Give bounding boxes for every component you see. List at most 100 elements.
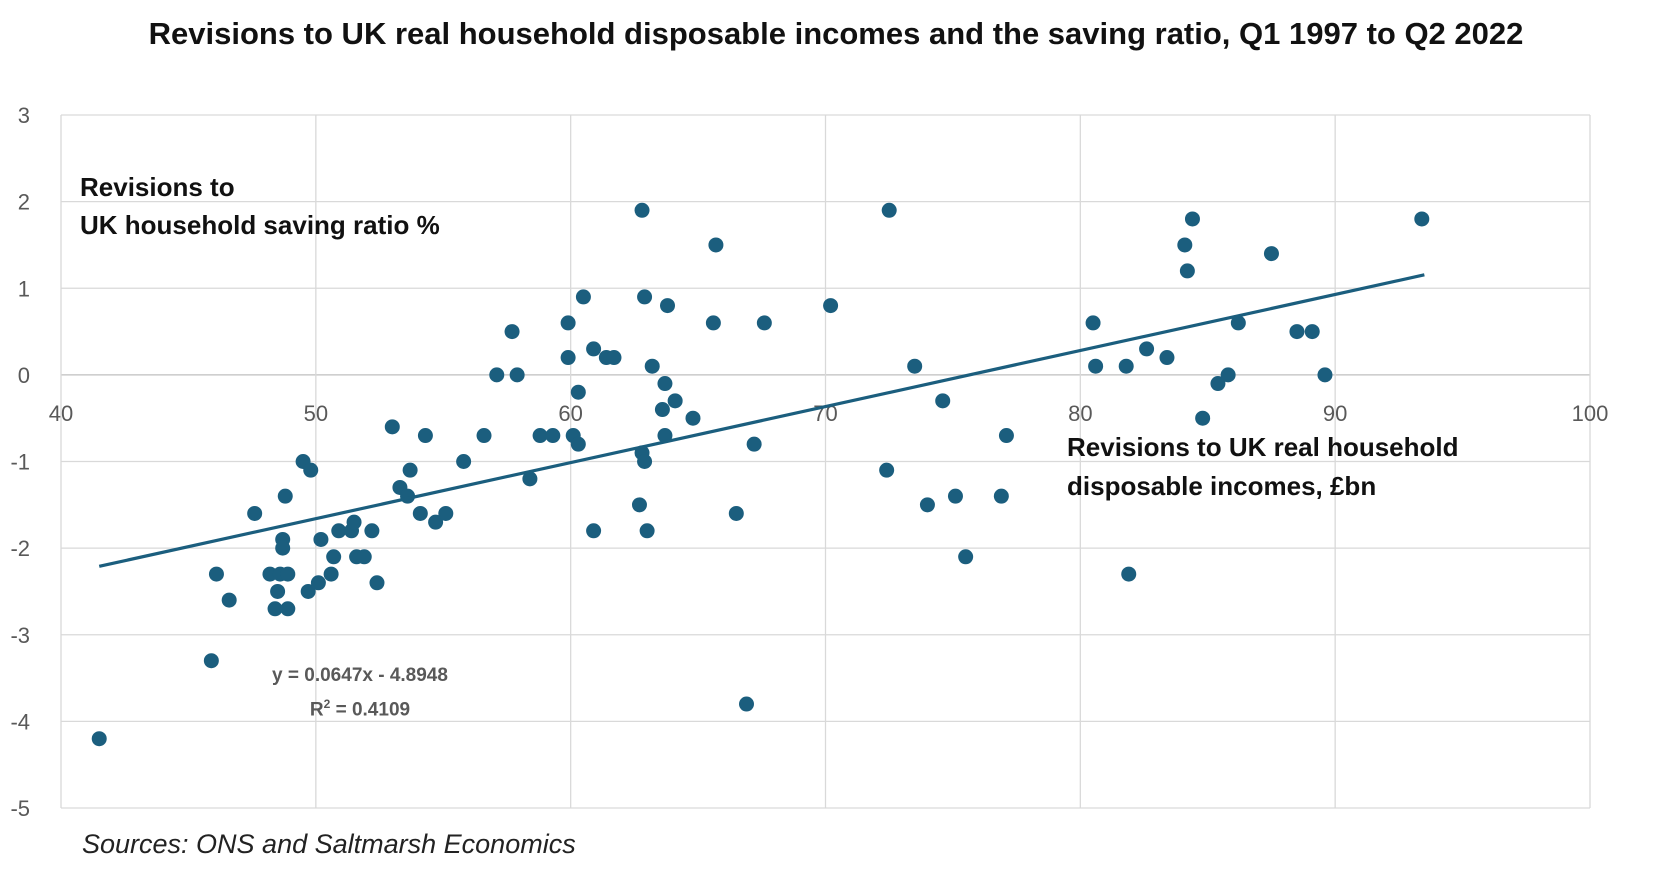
scatter-point: [907, 358, 923, 374]
scatter-point: [1195, 410, 1211, 426]
scatter-point: [438, 505, 454, 521]
scatter-point: [560, 350, 576, 366]
scatter-point: [356, 549, 372, 565]
scatter-point: [756, 315, 772, 331]
scatter-point: [412, 505, 428, 521]
scatter-point: [823, 298, 839, 314]
scatter-point: [280, 566, 296, 582]
y-tick-label: -3: [10, 623, 30, 648]
scatter-point: [708, 237, 724, 253]
scatter-point: [881, 202, 897, 218]
scatter-point: [1414, 211, 1430, 227]
scatter-point: [637, 289, 653, 305]
r2-value: = 0.4109: [330, 699, 411, 721]
scatter-point: [1159, 350, 1175, 366]
scatter-point: [456, 454, 472, 469]
scatter-point: [277, 488, 293, 504]
x-tick-label: 60: [558, 401, 582, 426]
scatter-point: [313, 531, 329, 547]
y-tick-label: 3: [18, 103, 30, 128]
y-tick-label: 0: [18, 363, 30, 388]
scatter-point: [667, 393, 683, 409]
scatter-point: [384, 419, 400, 435]
scatter-point: [300, 583, 316, 599]
scatter-point: [91, 731, 107, 747]
scatter-point: [545, 428, 561, 444]
scatter-point: [221, 592, 237, 608]
scatter-point: [1317, 367, 1333, 383]
scatter-point: [1230, 315, 1246, 331]
scatter-point: [935, 393, 951, 409]
scatter-point: [303, 462, 319, 478]
scatter-point: [1289, 324, 1305, 340]
scatter-point: [275, 540, 291, 556]
scatter-point: [267, 601, 283, 617]
scatter-point: [1220, 367, 1236, 383]
scatter-point: [739, 696, 755, 712]
scatter-point: [993, 488, 1009, 504]
scatter-point: [705, 315, 721, 331]
scatter-point: [879, 462, 895, 478]
x-tick-label: 40: [49, 401, 73, 426]
data-points: [91, 202, 1430, 747]
scatter-point: [369, 575, 385, 591]
scatter-point: [1088, 358, 1104, 374]
scatter-point: [1263, 246, 1279, 262]
x-tick-label: 50: [304, 401, 328, 426]
scatter-point: [1085, 315, 1101, 331]
scatter-point: [947, 488, 963, 504]
trendline-equation: y = 0.0647x - 4.8948 R2 = 0.4109: [260, 662, 460, 724]
scatter-point: [489, 367, 505, 383]
y-tick-label: -5: [10, 796, 30, 821]
x-tick-label: 90: [1323, 401, 1347, 426]
source-note: Sources: ONS and Saltmarsh Economics: [82, 829, 576, 859]
scatter-point: [634, 202, 650, 218]
x-axis-title: Revisions to UK real household disposabl…: [1067, 428, 1459, 506]
r2-prefix: R: [309, 699, 324, 721]
scatter-point: [247, 505, 263, 521]
scatter-point: [1179, 263, 1195, 279]
y-tick-label: -1: [10, 450, 30, 475]
scatter-point: [660, 298, 676, 314]
y-tick-label: -4: [10, 709, 30, 734]
scatter-point: [728, 505, 744, 521]
scatter-point: [1118, 358, 1134, 374]
y-axis-title: Revisions to UK household saving ratio %: [80, 168, 440, 244]
scatter-point: [654, 402, 670, 418]
scatter-point: [606, 350, 622, 366]
y-tick-label: 2: [18, 190, 30, 215]
scatter-point: [746, 436, 762, 452]
chart-title: Revisions to UK real household disposabl…: [148, 16, 1524, 51]
scatter-point: [575, 289, 591, 305]
r2-superscript: 2: [323, 697, 331, 711]
scatter-point: [560, 315, 576, 331]
scatter-point: [570, 384, 586, 400]
scatter-point: [1139, 341, 1155, 357]
scatter-point: [1121, 566, 1137, 582]
scatter-point: [1177, 237, 1193, 253]
scatter-point: [331, 523, 347, 539]
trendline-layer: [98, 273, 1425, 568]
scatter-point: [280, 601, 296, 617]
scatter-point: [203, 653, 219, 669]
scatter-point: [1210, 376, 1226, 392]
scatter-point: [1304, 324, 1320, 340]
y-axis-title-line-2: UK household saving ratio %: [80, 210, 440, 240]
scatter-point: [509, 367, 525, 383]
trendline-r-squared: R2 = 0.4109: [260, 690, 460, 724]
scatter-point: [586, 523, 602, 539]
gridlines: [60, 114, 1591, 809]
scatter-point: [310, 575, 326, 591]
scatter-point: [998, 428, 1014, 444]
scatter-point: [476, 428, 492, 444]
scatter-point: [657, 428, 673, 444]
scatter-point: [919, 497, 935, 513]
scatter-point: [428, 514, 444, 530]
scatter-point: [644, 358, 660, 374]
scatter-point: [1184, 211, 1200, 227]
scatter-point: [586, 341, 602, 357]
scatter-point: [532, 428, 548, 444]
y-tick-label: 1: [18, 276, 30, 301]
scatter-point: [504, 324, 520, 340]
